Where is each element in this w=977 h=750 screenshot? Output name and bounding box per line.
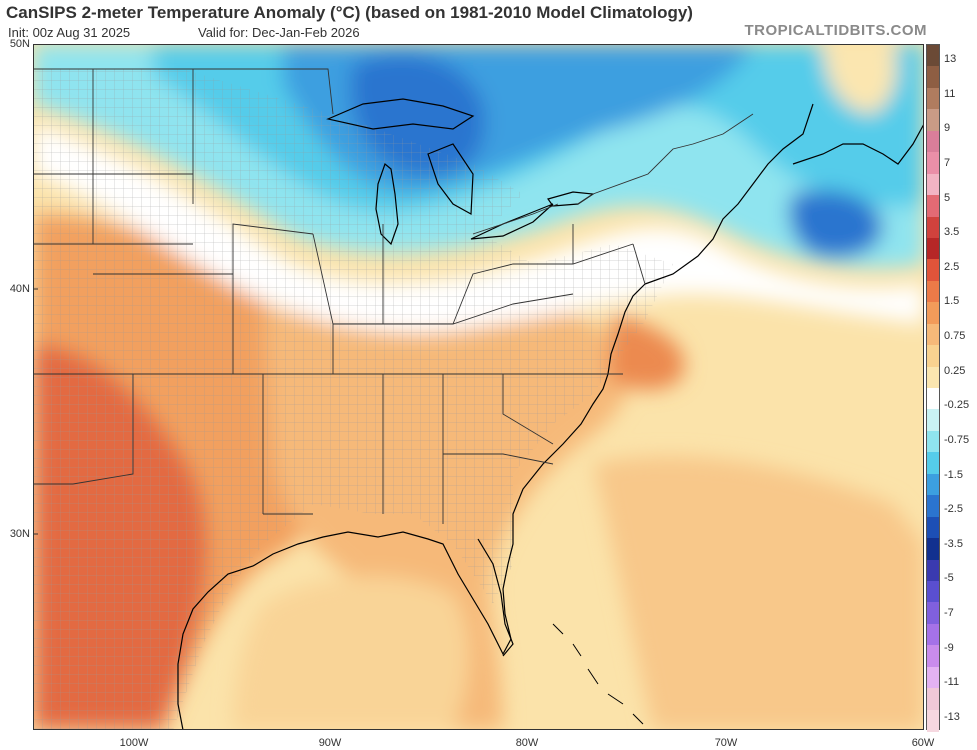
colorbar-label: 11	[944, 87, 956, 100]
colorbar-segment	[927, 87, 939, 110]
anomaly-map	[33, 44, 924, 730]
bahamas-islands	[552, 623, 644, 725]
county-grid	[33, 69, 673, 730]
colorbar-segment	[927, 645, 939, 668]
colorbar-label: -1.5	[944, 468, 963, 481]
colorbar-segment	[927, 666, 939, 689]
colorbar-segment	[927, 237, 939, 260]
colorbar-segment	[927, 173, 939, 196]
colorbar-segment	[927, 259, 939, 282]
peninsula-florida	[477, 538, 514, 657]
colorbar-segment	[927, 323, 939, 346]
colorbar-label: 0.75	[944, 330, 966, 343]
colorbar-segment	[927, 130, 939, 153]
lon-label-60w: 60W	[911, 737, 935, 749]
field-warm-newfoundland	[823, 44, 897, 114]
colorbar-segment	[927, 109, 939, 132]
lake-huron	[427, 143, 474, 215]
border-canada-us	[33, 68, 754, 235]
coastline-atlantic	[177, 283, 646, 730]
colorbar-segment	[927, 602, 939, 625]
lat-label-30n: 30N	[9, 528, 30, 540]
colorbar-segment	[927, 388, 939, 410]
colorbar-segment	[927, 623, 939, 646]
colorbar-segment	[927, 280, 939, 303]
colorbar-segment	[927, 409, 939, 432]
coastline-maritimes	[792, 123, 924, 165]
colorbar-segment	[927, 430, 939, 453]
colorbar-label: -0.25	[944, 399, 970, 412]
lake-michigan	[375, 162, 399, 246]
colorbar-label: 13	[944, 53, 957, 65]
colorbar-label: 7	[944, 156, 951, 169]
colorbar-segment	[927, 45, 939, 67]
lake-superior	[326, 98, 475, 130]
colorbar-segment	[927, 473, 939, 496]
coastline-northeast	[644, 103, 814, 285]
lat-label-40n: 40N	[9, 283, 30, 295]
colorbar-label: 9	[944, 122, 951, 135]
colorbar-label: -7	[944, 607, 954, 620]
colorbar-segment	[927, 516, 939, 539]
colorbar-segment	[927, 152, 939, 175]
valid-period: Valid for: Dec-Jan-Feb 2026	[198, 25, 360, 40]
colorbar-label: -13	[944, 711, 960, 723]
colorbar-label: -2.5	[944, 503, 963, 516]
colorbar-segment	[927, 195, 939, 217]
site-brand: TROPICALTIDBITS.COM	[744, 22, 927, 39]
lon-label-80w: 80W	[515, 737, 539, 749]
lon-label-90w: 90W	[318, 737, 342, 749]
lon-label-70w: 70W	[714, 737, 738, 749]
colorbar-segment	[927, 452, 939, 475]
lon-label-100w: 100W	[119, 737, 149, 749]
colorbar-label: 5	[944, 191, 951, 204]
colorbar-segment	[927, 538, 939, 560]
colorbar-label: -0.75	[944, 433, 970, 446]
state-lines	[33, 69, 646, 524]
colorbar-label: -3.5	[944, 537, 963, 550]
colorbar-label: 0.25	[944, 364, 966, 377]
map-frame	[33, 44, 924, 730]
colorbar-segment	[927, 366, 939, 389]
colorbar-label: -9	[944, 641, 954, 654]
colorbar-segment	[927, 559, 939, 582]
colorbar-segment	[927, 216, 939, 239]
colorbar-label: 1.5	[944, 295, 960, 308]
field-cold-maritimes	[789, 190, 883, 258]
colorbar-segment	[927, 709, 939, 732]
colorbar-label: -11	[944, 676, 960, 689]
field-warm-atlantic	[593, 456, 924, 730]
colorbar-segment	[927, 302, 939, 325]
colorbar-segment	[927, 345, 939, 368]
colorbar-segment	[927, 688, 939, 711]
colorbar	[926, 44, 940, 732]
colorbar-label: 3.5	[944, 226, 960, 239]
map-title: CanSIPS 2-meter Temperature Anomaly (°C)…	[6, 3, 693, 22]
colorbar-segment	[927, 66, 939, 89]
colorbar-label: 2.5	[944, 260, 960, 273]
lat-label-50n: 50N	[9, 38, 30, 50]
init-time: Init: 00z Aug 31 2025	[8, 25, 131, 40]
colorbar-label: -5	[944, 572, 954, 585]
colorbar-segment	[927, 495, 939, 518]
field-warm-gulf	[233, 575, 469, 730]
colorbar-segment	[927, 580, 939, 603]
